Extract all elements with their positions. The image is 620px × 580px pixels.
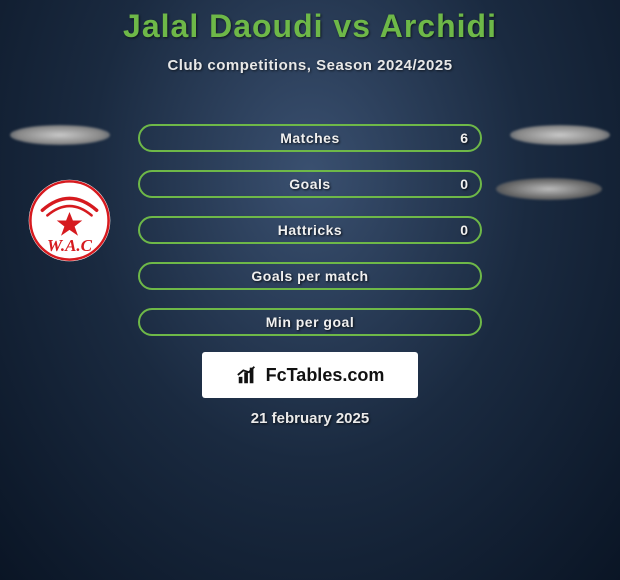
stat-row-matches: Matches 6 (138, 124, 482, 152)
club-shadow-right (496, 178, 602, 200)
stat-row-goals: Goals 0 (138, 170, 482, 198)
stat-value-right: 0 (460, 172, 468, 196)
club-badge-left: W.A.C (27, 178, 112, 263)
stat-label: Min per goal (140, 310, 480, 334)
stat-label: Matches (140, 126, 480, 150)
stat-value-right: 6 (460, 126, 468, 150)
watermark-text: FcTables.com (266, 365, 385, 386)
stat-label: Hattricks (140, 218, 480, 242)
player-shadow-right (510, 125, 610, 145)
stat-label: Goals per match (140, 264, 480, 288)
date: 21 february 2025 (0, 410, 620, 427)
stat-value-right: 0 (460, 218, 468, 242)
player-shadow-left (10, 125, 110, 145)
page-title: Jalal Daoudi vs Archidi (0, 0, 620, 45)
stat-row-goals-per-match: Goals per match (138, 262, 482, 290)
stat-row-hattricks: Hattricks 0 (138, 216, 482, 244)
subtitle: Club competitions, Season 2024/2025 (0, 57, 620, 74)
stats-container: Matches 6 Goals 0 Hattricks 0 Goals per … (138, 124, 482, 354)
stat-label: Goals (140, 172, 480, 196)
stat-row-min-per-goal: Min per goal (138, 308, 482, 336)
watermark: FcTables.com (202, 352, 418, 398)
club-badge-text: W.A.C (47, 236, 93, 255)
bar-chart-icon (236, 364, 258, 386)
